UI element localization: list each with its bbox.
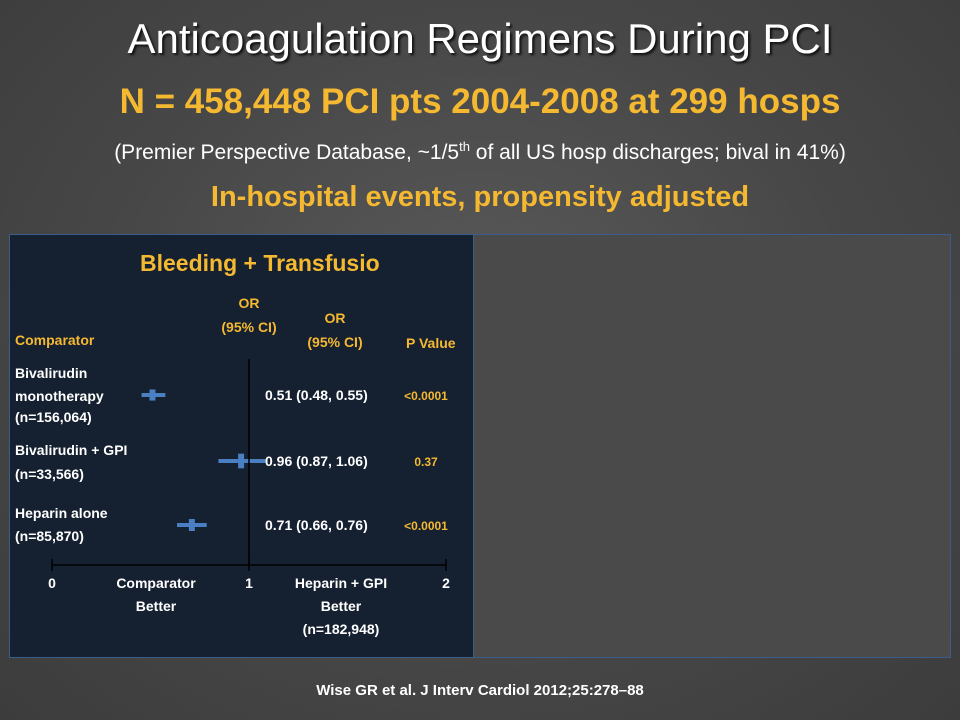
x-label-right-line1: Heparin + GPI (295, 575, 387, 591)
slide-title: Anticoagulation Regimens During PCI (127, 15, 833, 62)
or-value: 0.96 (0.87, 1.06) (265, 453, 368, 469)
p-value: 0.37 (414, 455, 438, 469)
chart-title: Bleeding + Transfusio (140, 250, 380, 276)
section-heading: In-hospital events, propensity adjusted (210, 181, 750, 213)
point-estimate (149, 389, 156, 401)
x-axis-ticks: 0 1 2 (48, 559, 450, 591)
point-estimate (238, 453, 245, 469)
p-value: <0.0001 (404, 389, 448, 403)
row-label: (n=85,870) (15, 528, 84, 544)
citation: Wise GR et al. J Interv Cardiol 2012;25:… (316, 682, 644, 699)
p-value: <0.0001 (404, 519, 448, 533)
x-tick-label: 2 (442, 575, 450, 591)
x-label-left-line2: Better (136, 598, 177, 614)
or-value: 0.51 (0.48, 0.55) (265, 387, 368, 403)
header-or-text-line2: (95% CI) (307, 334, 362, 350)
header-or-plot-line2: (95% CI) (221, 319, 276, 335)
x-tick-label: 1 (245, 575, 253, 591)
source-note: (Premier Perspective Database, ~1/5th of… (0, 133, 960, 167)
x-label-right-line2: Better (321, 598, 362, 614)
source-note-post: of all US hosp discharges; bival in 41%) (469, 141, 846, 164)
forest-plot-panel: Bleeding + Transfusio OR (95% CI) OR (95… (9, 234, 475, 658)
row-label: Bivalirudin (15, 365, 87, 381)
header-or-text-line1: OR (325, 310, 346, 326)
x-label-left-line1: Comparator (116, 575, 196, 591)
source-note-pre: (Premier Perspective Database, ~1/5 (114, 141, 460, 164)
row-label: monotherapy (15, 388, 104, 404)
forest-rows: Bivalirudin monotherapy (n=156,064) 0.51 (0… (15, 365, 448, 544)
row-label: (n=33,566) (15, 466, 84, 482)
row-label: (n=156,064) (15, 409, 92, 425)
or-value: 0.71 (0.66, 0.76) (265, 517, 368, 533)
header-comparator: Comparator (15, 332, 95, 348)
forest-plot: Bleeding + Transfusio OR (95% CI) OR (95… (15, 250, 456, 637)
header-p-value: P Value (406, 335, 456, 351)
blank-panel (473, 234, 951, 658)
x-tick-label: 0 (48, 575, 56, 591)
source-note-sup: th (459, 139, 470, 154)
slide-subtitle: N = 458,448 PCI pts 2004-2008 at 299 hos… (119, 82, 841, 121)
header-or-plot-line1: OR (239, 295, 260, 311)
row-label: Bivalirudin + GPI (15, 442, 127, 458)
x-label-right-line3: (n=182,948) (303, 621, 380, 637)
row-label: Heparin alone (15, 505, 108, 521)
point-estimate (188, 519, 195, 531)
